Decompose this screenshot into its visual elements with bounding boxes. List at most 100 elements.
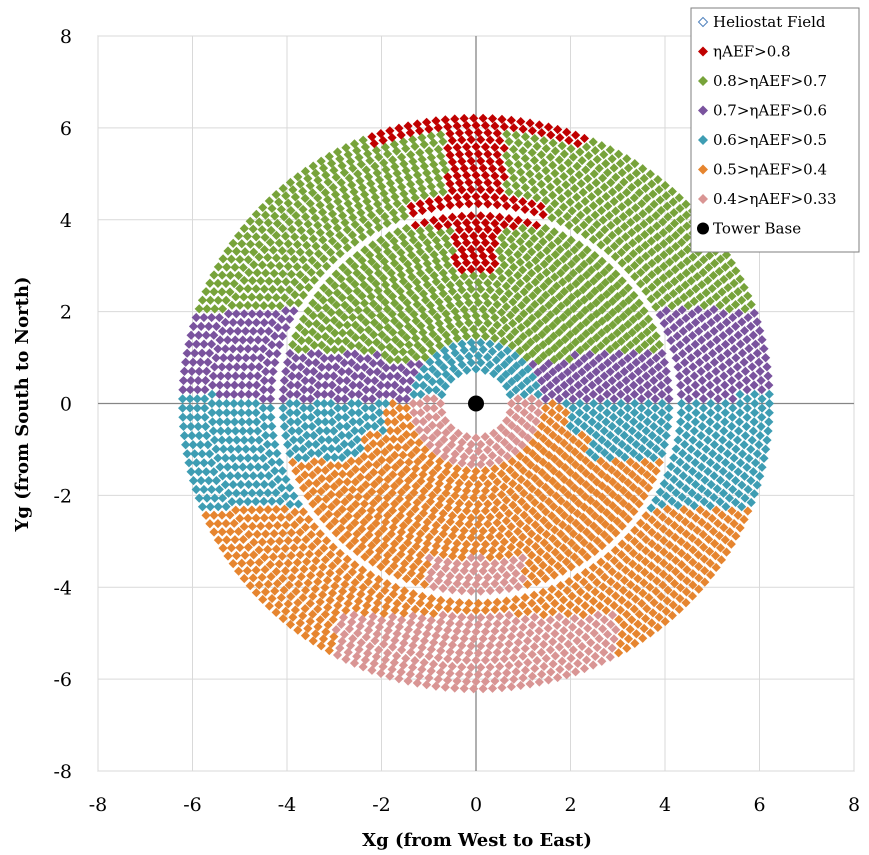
heliostat-point	[601, 158, 611, 169]
heliostat-point	[522, 545, 532, 555]
heliostat-point	[194, 493, 204, 503]
heliostat-point	[523, 433, 533, 443]
heliostat-point	[586, 325, 597, 335]
heliostat-point	[360, 394, 370, 404]
heliostat-point	[199, 339, 209, 349]
heliostat-point	[374, 175, 385, 185]
heliostat-point	[353, 305, 363, 315]
heliostat-point	[325, 229, 335, 239]
heliostat-point	[461, 605, 472, 615]
heliostat-point	[261, 462, 271, 472]
heliostat-point	[398, 543, 408, 553]
heliostat-point	[368, 185, 378, 195]
heliostat-point	[425, 440, 435, 450]
heliostat-point	[438, 529, 448, 539]
heliostat-point	[559, 323, 569, 333]
heliostat-point	[459, 325, 469, 335]
heliostat-point	[358, 582, 368, 592]
heliostat-point	[728, 403, 738, 413]
heliostat-point	[459, 492, 469, 502]
heliostat-point	[330, 281, 340, 291]
heliostat-point	[434, 297, 444, 307]
heliostat-point	[471, 191, 481, 202]
heliostat-point	[457, 265, 467, 275]
heliostat-point	[320, 332, 330, 342]
heliostat-point	[461, 218, 472, 228]
heliostat-point	[353, 628, 363, 638]
heliostat-point	[286, 417, 296, 427]
heliostat-point	[720, 408, 730, 418]
heliostat-point	[230, 426, 241, 436]
heliostat-point	[663, 327, 673, 337]
heliostat-point	[609, 241, 620, 251]
heliostat-point	[490, 259, 500, 269]
heliostat-point	[691, 408, 701, 418]
heliostat-point	[513, 608, 523, 619]
heliostat-point	[550, 598, 560, 609]
heliostat-point	[590, 146, 600, 156]
heliostat-point	[251, 408, 261, 418]
heliostat-point	[513, 159, 523, 170]
heliostat-point	[497, 233, 507, 243]
heliostat-point	[556, 603, 567, 614]
heliostat-point	[338, 612, 349, 622]
heliostat-point	[676, 548, 687, 558]
heliostat-point	[585, 614, 595, 625]
heliostat-point	[492, 669, 502, 679]
heliostat-point	[361, 165, 371, 175]
heliostat-point	[727, 462, 737, 472]
heliostat-point	[662, 421, 673, 432]
heliostat-point	[623, 394, 633, 404]
heliostat-point	[383, 417, 393, 427]
heliostat-point	[663, 281, 674, 291]
heliostat-point	[436, 515, 446, 525]
heliostat-point	[300, 275, 311, 285]
heliostat-point	[471, 677, 481, 687]
heliostat-point	[658, 285, 668, 295]
heliostat-point	[317, 340, 327, 350]
heliostat-point	[361, 480, 371, 490]
heliostat-point	[243, 513, 253, 523]
x-tick-label: 2	[564, 794, 576, 816]
heliostat-point	[686, 353, 696, 363]
heliostat-point	[413, 556, 423, 567]
heliostat-point	[369, 329, 379, 340]
heliostat-point	[199, 312, 209, 323]
heliostat-point	[466, 612, 476, 623]
heliostat-point	[757, 394, 767, 404]
heliostat-point	[267, 301, 277, 311]
heliostat-point	[515, 257, 525, 267]
heliostat-point	[380, 315, 391, 325]
heliostat-point	[323, 620, 333, 630]
data-points	[178, 113, 775, 694]
heliostat-point	[337, 430, 347, 440]
heliostat-point	[376, 439, 386, 449]
heliostat-point	[221, 295, 231, 305]
heliostat-point	[653, 622, 663, 632]
heliostat-point	[225, 287, 235, 297]
heliostat-point	[431, 562, 441, 572]
heliostat-point	[514, 314, 524, 324]
heliostat-point	[363, 421, 373, 431]
heliostat-point	[447, 531, 458, 541]
heliostat-point	[656, 380, 666, 390]
heliostat-point	[588, 234, 598, 245]
heliostat-point	[718, 466, 728, 477]
heliostat-point	[562, 211, 572, 222]
heliostat-point	[353, 492, 363, 502]
heliostat-point	[284, 285, 294, 295]
heliostat-point	[664, 394, 674, 404]
heliostat-point	[312, 408, 323, 418]
heliostat-point	[652, 232, 662, 242]
heliostat-point	[551, 306, 561, 316]
heliostat-point	[220, 317, 230, 328]
heliostat-point	[214, 398, 224, 409]
heliostat-point	[483, 499, 493, 509]
heliostat-point	[388, 612, 398, 622]
heliostat-point	[570, 581, 581, 592]
heliostat-point	[517, 300, 527, 310]
heliostat-point	[441, 309, 451, 319]
heliostat-point	[485, 265, 495, 275]
heliostat-point	[585, 255, 595, 265]
heliostat-point	[730, 321, 741, 331]
